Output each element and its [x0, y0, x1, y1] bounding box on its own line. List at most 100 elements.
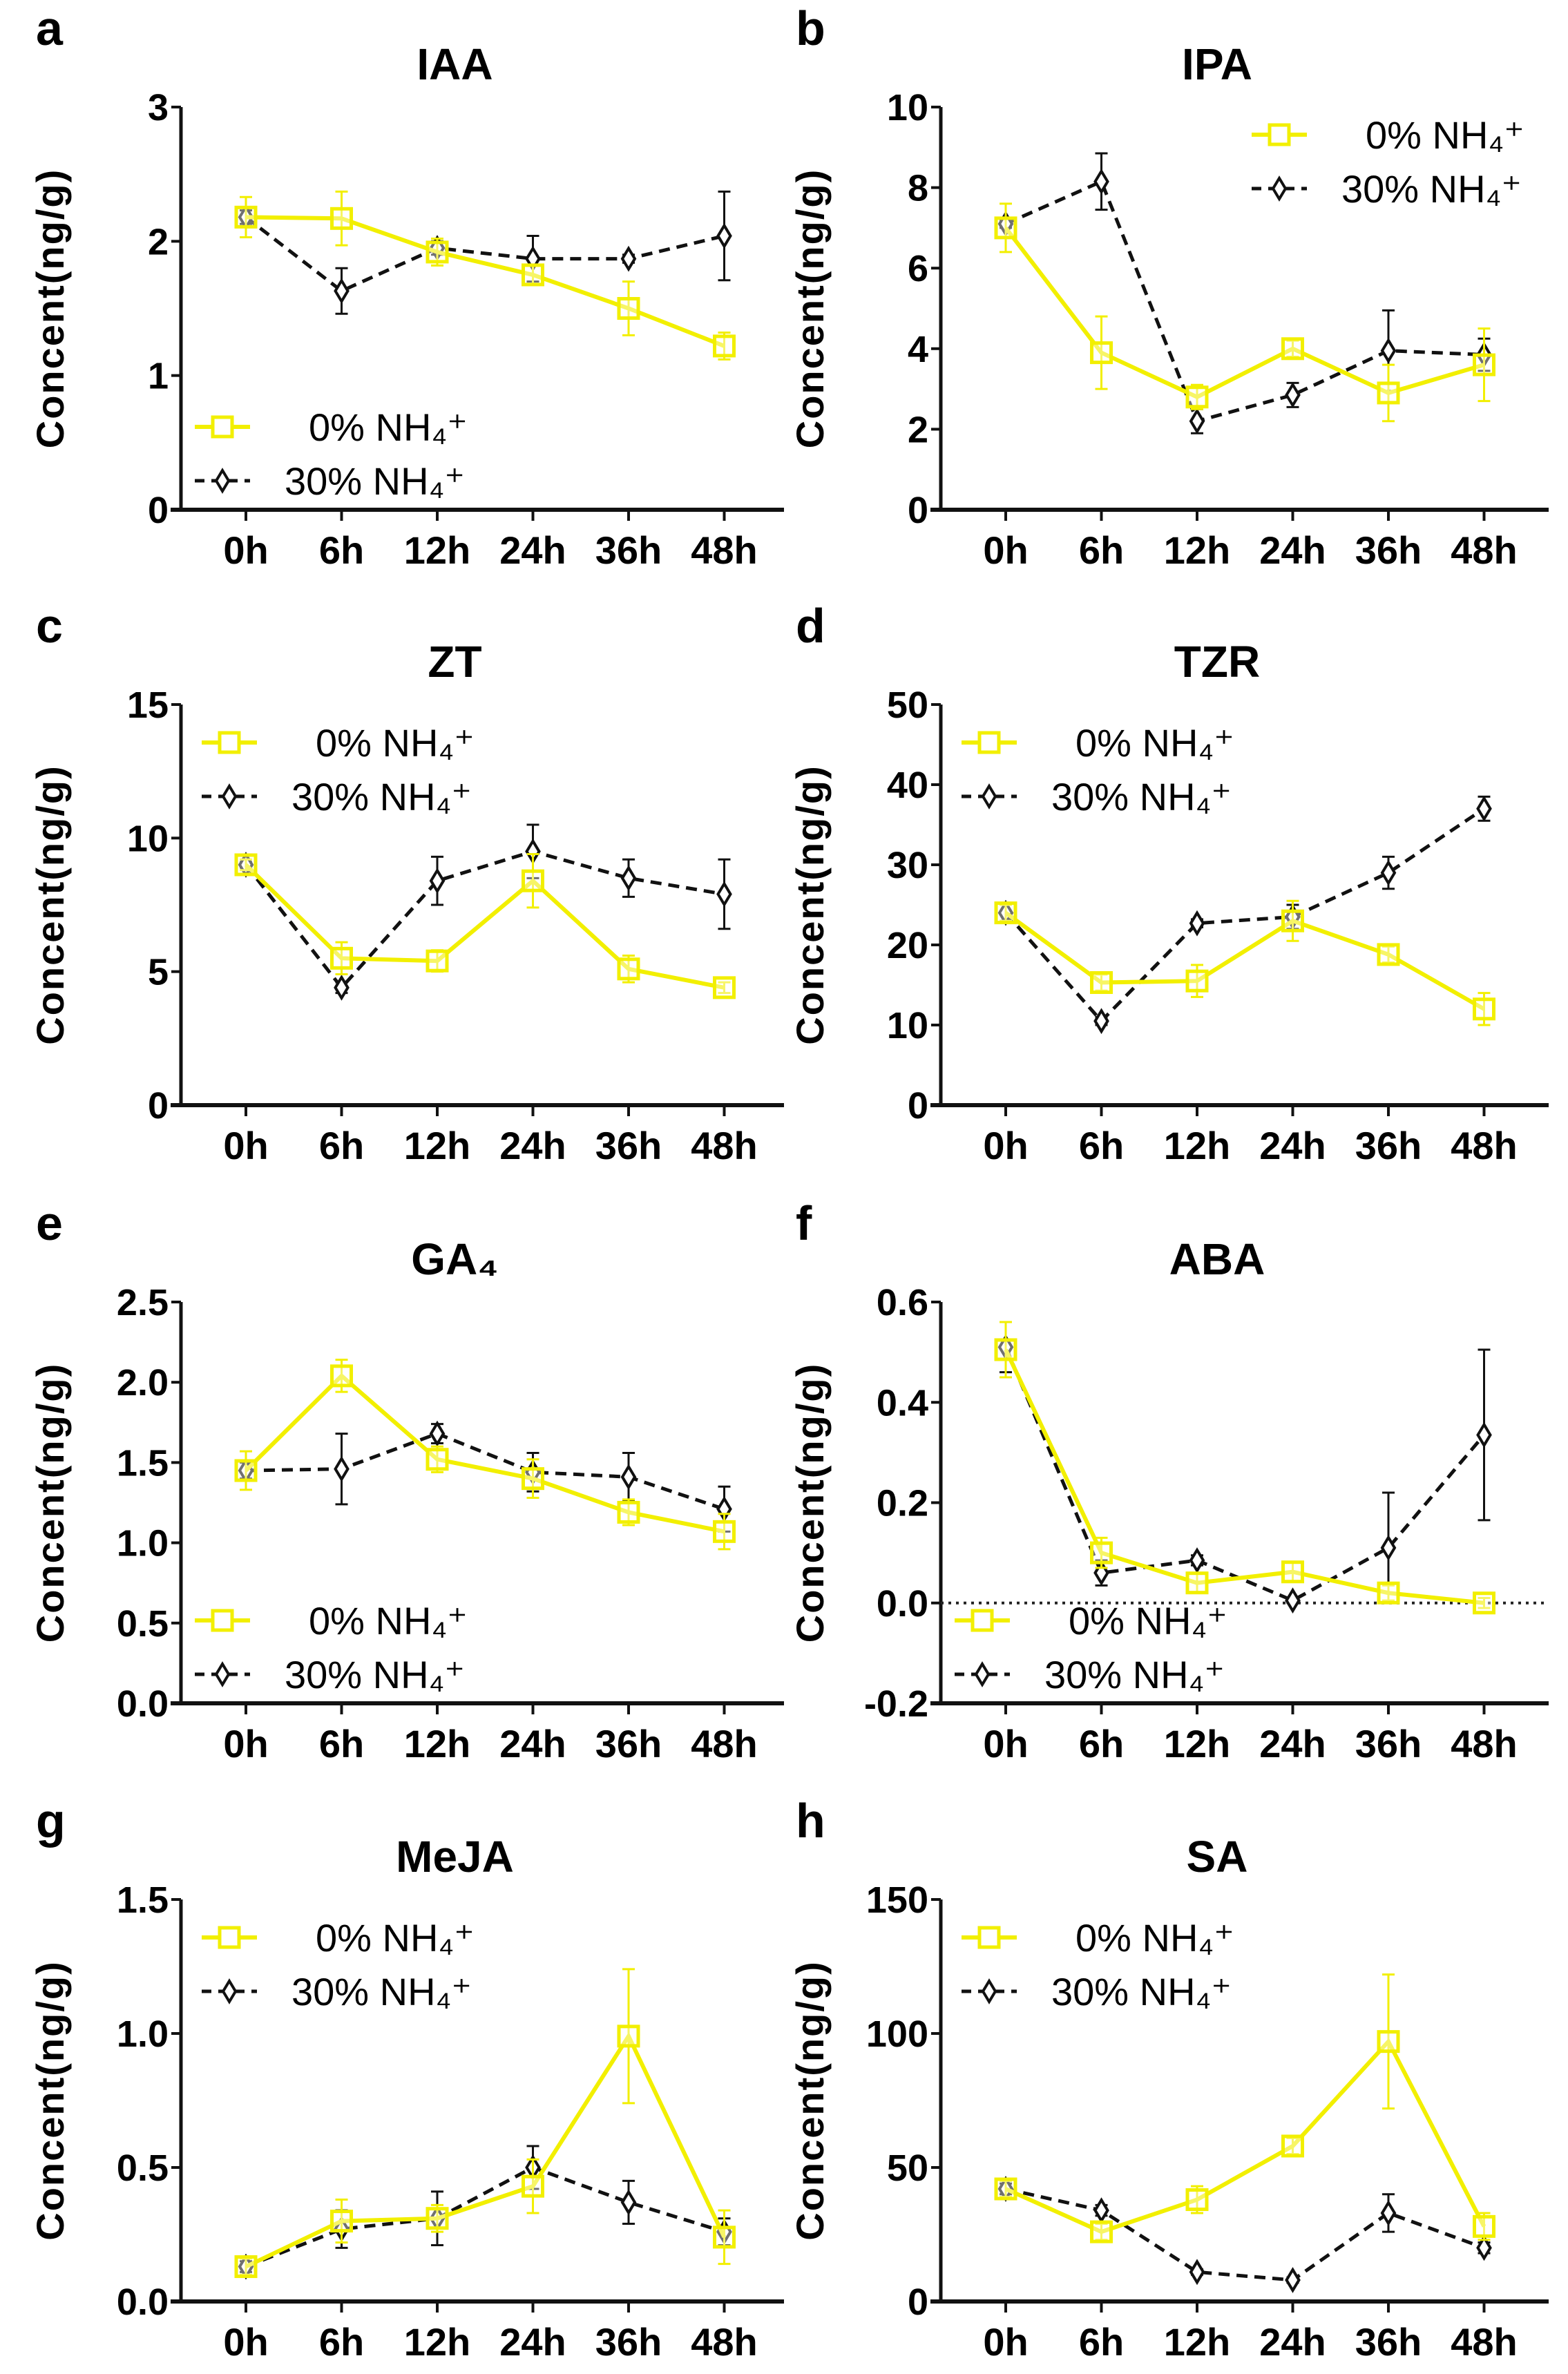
- panel-d: d TZR Concent(ng/g) 0 10 20 30 40 50 0h 6h 12h 24h 36…: [788, 599, 1549, 1167]
- data-point: [1476, 795, 1492, 822]
- panel-letter: d: [796, 599, 825, 653]
- data-point: [1093, 2197, 1109, 2223]
- data-point: [617, 1500, 640, 1524]
- legend-item: 30% NH₄⁺: [195, 1653, 465, 1696]
- data-point: [713, 2225, 736, 2249]
- data-point: [334, 1455, 350, 1482]
- data-point: [1377, 2030, 1400, 2054]
- x-tick-label: 24h: [1259, 2320, 1326, 2364]
- x-tick-label: 0h: [223, 2320, 268, 2364]
- legend-label: 0% NH₄⁺: [309, 405, 468, 449]
- y-tick-label: 8: [908, 168, 928, 209]
- data-point: [522, 2174, 544, 2198]
- panel-letter: c: [36, 599, 63, 653]
- legend-marker: [218, 731, 241, 754]
- series-line: [1004, 807, 1485, 1024]
- x-tick-label: 24h: [1259, 1722, 1326, 1765]
- y-tick-label: 0: [908, 1085, 928, 1127]
- x-tick-label: 6h: [1079, 528, 1124, 572]
- data-point: [330, 207, 353, 230]
- data-point: [429, 1420, 446, 1447]
- x-tick-label: 48h: [691, 2320, 758, 2364]
- panel-letter: e: [36, 1196, 63, 1250]
- data-point: [1380, 337, 1397, 364]
- panel-title: GA₄: [411, 1234, 499, 1284]
- legend-marker: [1271, 175, 1288, 202]
- series-0pct: [234, 853, 736, 999]
- x-tick-label: 48h: [1451, 1722, 1518, 1765]
- y-tick-label: 0.0: [877, 1583, 928, 1625]
- data-point: [330, 1364, 353, 1388]
- legend-label: 0% NH₄⁺: [309, 1599, 468, 1643]
- data-point: [1189, 1547, 1205, 1573]
- legend-item: 30% NH₄⁺: [195, 459, 465, 503]
- x-tick-label: 24h: [1259, 528, 1326, 572]
- x-tick-label: 48h: [1451, 1124, 1518, 1167]
- data-point: [1377, 381, 1400, 405]
- panel-letter: a: [36, 1, 64, 55]
- data-point: [426, 240, 449, 264]
- x-tick-label: 36h: [595, 1722, 662, 1765]
- data-point: [1473, 997, 1495, 1021]
- y-axis-label: Concent(ng/g): [788, 1363, 832, 1643]
- panel-title: TZR: [1174, 637, 1260, 687]
- legend: 0% NH₄⁺ 30% NH₄⁺: [962, 1916, 1234, 2013]
- data-point: [429, 868, 446, 894]
- data-point: [1281, 337, 1304, 361]
- x-tick-label: 48h: [691, 1722, 758, 1765]
- series-0pct: [234, 1968, 736, 2279]
- legend-item: 30% NH₄⁺: [202, 1970, 472, 2013]
- series-30pct: [997, 795, 1492, 1035]
- data-point: [713, 1520, 736, 1543]
- series-line: [1004, 179, 1484, 423]
- x-tick-label: 0h: [223, 1124, 268, 1167]
- series-30pct: [238, 823, 732, 1001]
- panel-title: ZT: [428, 637, 481, 687]
- data-point: [1380, 1534, 1397, 1561]
- y-tick-label: 150: [866, 1879, 928, 1921]
- panel-a: a IAA Concent(ng/g) 0 1 2 3 0h 6h 12h 24h 36h 48h 0% …: [28, 1, 784, 572]
- data-point: [994, 2177, 1017, 2201]
- legend-label: 0% NH₄⁺: [316, 1916, 475, 1960]
- legend-marker: [211, 1609, 234, 1632]
- x-tick-label: 6h: [1079, 1124, 1124, 1167]
- legend-label: 30% NH₄⁺: [285, 1653, 465, 1696]
- x-tick-label: 48h: [1451, 2320, 1518, 2364]
- data-point: [334, 974, 350, 1001]
- data-point: [234, 2255, 258, 2279]
- y-tick-label: 6: [908, 248, 928, 289]
- legend-item: 30% NH₄⁺: [962, 1970, 1232, 2013]
- legend-marker: [211, 415, 234, 439]
- y-tick-label: 2.0: [117, 1362, 169, 1404]
- data-point: [1377, 943, 1400, 966]
- series-line: [244, 1372, 725, 1534]
- panel-h: h SA Concent(ng/g) 0 50 100 150 0h 6h 12h 24h 36h 48…: [788, 1794, 1549, 2364]
- data-point: [713, 976, 736, 999]
- x-tick-label: 6h: [319, 528, 364, 572]
- y-axis-label: Concent(ng/g): [788, 1960, 832, 2240]
- data-point: [1090, 341, 1113, 365]
- legend-label: 0% NH₄⁺: [1075, 1916, 1234, 1960]
- panel-title: SA: [1187, 1832, 1248, 1882]
- legend-marker: [214, 1661, 231, 1687]
- y-tick-label: 4: [908, 329, 928, 370]
- legend-item: 0% NH₄⁺: [962, 1916, 1234, 1960]
- legend-item: 0% NH₄⁺: [962, 721, 1234, 765]
- data-point: [1377, 1581, 1400, 1605]
- data-point: [1185, 969, 1209, 993]
- legend: 0% NH₄⁺ 30% NH₄⁺: [962, 721, 1234, 819]
- data-point: [617, 2024, 640, 2048]
- y-tick-label: 50: [887, 2147, 928, 2189]
- x-tick-label: 12h: [1164, 528, 1231, 572]
- y-tick-label: 1.5: [117, 1442, 169, 1484]
- data-point: [617, 957, 640, 981]
- y-tick-label: 10: [887, 87, 928, 128]
- data-point: [1185, 385, 1209, 409]
- series-line: [1004, 1346, 1486, 1602]
- legend-label: 30% NH₄⁺: [1051, 775, 1232, 819]
- data-point: [994, 216, 1017, 240]
- x-tick-label: 6h: [319, 2320, 364, 2364]
- y-tick-label: 1: [148, 356, 169, 397]
- y-tick-label: 0.5: [117, 2147, 169, 2189]
- series-0pct: [234, 190, 736, 361]
